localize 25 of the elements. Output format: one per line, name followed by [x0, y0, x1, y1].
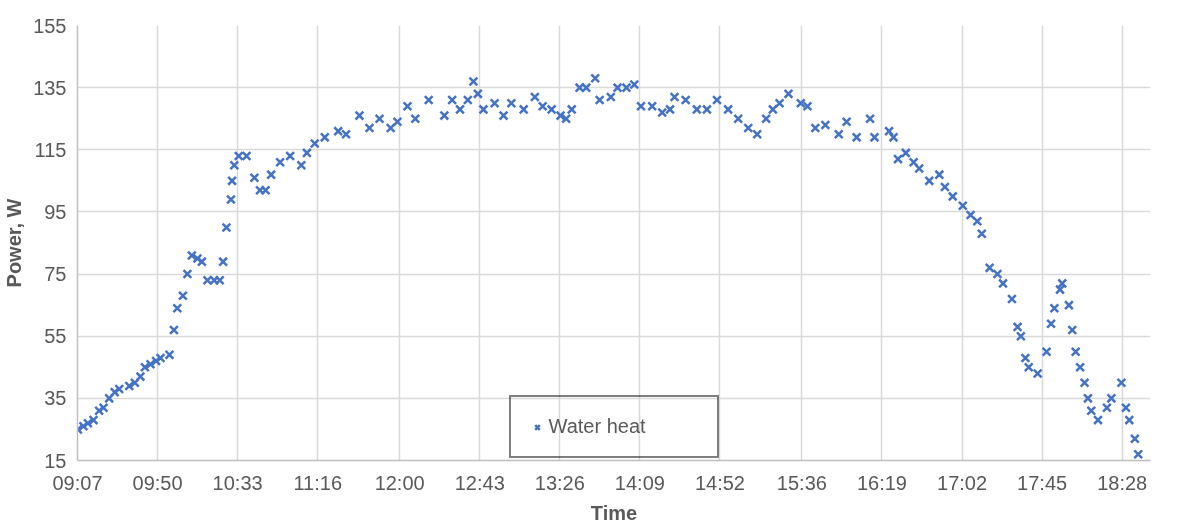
x-axis-title: Time — [590, 501, 638, 524]
y-tick-label: 15 — [44, 449, 67, 472]
x-tick-label: 12:00 — [374, 471, 425, 494]
y-tick-label: 55 — [44, 325, 67, 348]
x-tick-label: 09:07 — [52, 471, 103, 494]
y-tick-label: 75 — [44, 263, 67, 286]
x-tick-label: 17:02 — [937, 471, 988, 494]
x-tick-label: 17:45 — [1017, 471, 1068, 494]
x-tick-label: 16:19 — [856, 471, 908, 494]
x-tick-label: 13:26 — [534, 471, 585, 494]
legend-label: Water heat — [548, 415, 647, 438]
x-tick-label: 09:50 — [132, 471, 183, 494]
y-axis-title: Power, W — [3, 198, 26, 288]
x-tick-label: 11:16 — [293, 471, 343, 494]
x-tick-label: 15:36 — [776, 471, 827, 494]
y-tick-label: 115 — [34, 138, 67, 161]
x-tick-label: 10:33 — [212, 471, 263, 494]
y-tick-label: 155 — [33, 14, 67, 37]
x-tick-label: 12:43 — [454, 471, 505, 494]
x-tick-label: 18:28 — [1097, 471, 1148, 494]
y-tick-label: 35 — [44, 387, 67, 410]
x-tick-label: 14:52 — [694, 471, 745, 494]
y-tick-label: 95 — [44, 200, 67, 223]
x-tick-label: 14:09 — [614, 471, 665, 494]
y-tick-label: 135 — [33, 76, 67, 99]
